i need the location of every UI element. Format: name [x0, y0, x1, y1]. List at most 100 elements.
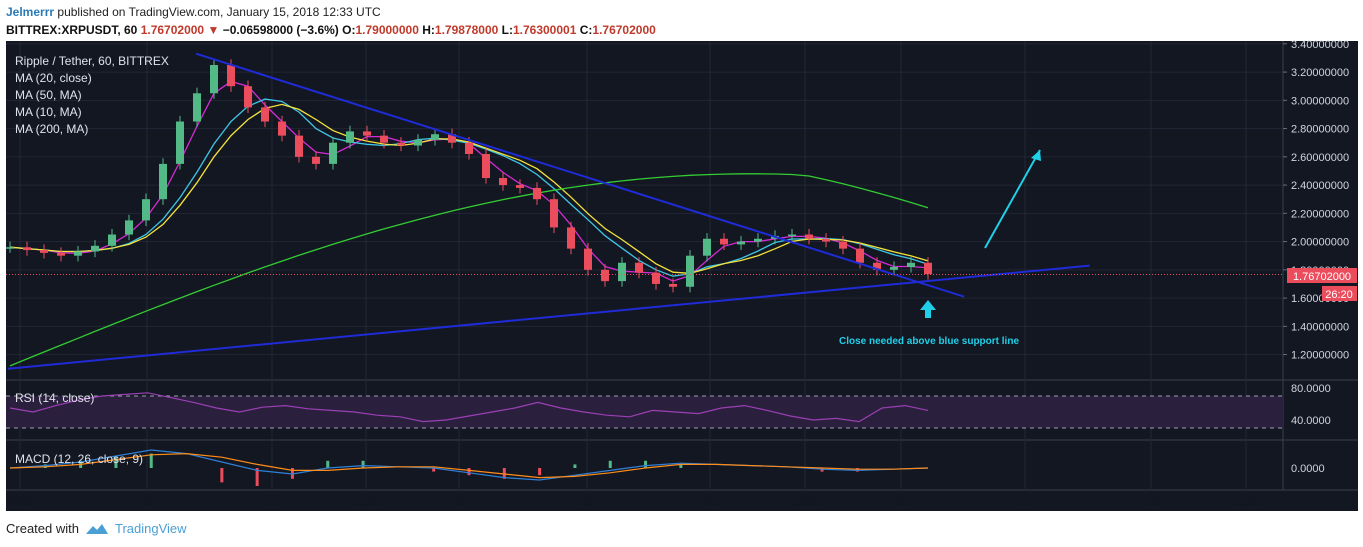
candle-body	[244, 86, 252, 108]
candle-body	[227, 65, 235, 87]
candle-body	[856, 248, 864, 263]
candle-body	[482, 154, 490, 179]
time-tick-label: 3	[144, 496, 150, 508]
candle-body	[720, 238, 728, 245]
tradingview-logo-icon	[85, 523, 108, 534]
candle-body	[261, 107, 269, 122]
time-tick-label: 12:00	[1232, 496, 1260, 508]
arrow-up-icon	[920, 300, 936, 318]
rsi-tick-label: 80.0000	[1291, 383, 1331, 395]
candle-body	[159, 163, 167, 200]
legend-ma50: MA (50, MA)	[15, 88, 82, 102]
price-tick-label: 2.40000000	[1291, 180, 1349, 192]
legend-ma20: MA (20, close)	[15, 71, 92, 85]
last-price: 1.76702000	[140, 23, 205, 37]
price-tick-label: 3.20000000	[1291, 67, 1349, 79]
macd-title: MACD (12, 26, close, 9)	[15, 452, 143, 466]
candle-body	[533, 187, 541, 200]
tradingview-link[interactable]: TradingView	[114, 521, 187, 536]
author-name[interactable]: Jelmerrr	[6, 5, 55, 19]
candle-body	[754, 238, 762, 242]
candle-body	[618, 262, 626, 282]
candle-body	[329, 142, 337, 164]
candle-body	[448, 134, 456, 143]
last-price-label: 1.76702000	[1293, 271, 1351, 283]
macd-tick-label: 0.0000	[1291, 463, 1325, 475]
candle-body	[431, 134, 439, 140]
high-label: H:	[422, 23, 435, 37]
support-trendline	[7, 264, 1090, 370]
annotation-text: Close needed above blue support line	[839, 336, 1019, 347]
publish-line: Jelmerrr published on TradingView.com, J…	[6, 5, 381, 19]
time-tick-label: 8	[456, 496, 462, 508]
resistance-trendline	[195, 52, 965, 298]
candle-body	[346, 131, 354, 143]
candle-body	[278, 121, 286, 136]
candle-body	[142, 199, 150, 221]
candle-body	[108, 234, 116, 246]
low-value: 1.76300001	[512, 23, 577, 37]
candle-body	[703, 238, 711, 256]
price-tick-label: 2.60000000	[1291, 152, 1349, 164]
candle-body	[924, 262, 932, 275]
time-tick-label: 19	[1145, 496, 1157, 508]
down-arrow-icon: ▼	[207, 23, 220, 37]
candle-body	[363, 131, 371, 136]
price-tick-label: 2.20000000	[1291, 208, 1349, 220]
candle-body	[516, 185, 524, 188]
candle-body	[176, 121, 184, 164]
candle-body	[40, 250, 48, 253]
time-tick-label: 15	[895, 496, 907, 508]
candle-body	[210, 65, 218, 94]
candle-body	[312, 156, 320, 164]
signal-line	[9, 452, 929, 479]
candle-body	[550, 199, 558, 228]
candle-body	[686, 255, 694, 287]
symbol-label: BITTREX:XRPUSDT, 60	[6, 23, 138, 37]
time-axis[interactable]: 2018 3 5 12:00 8 10 12 12:00 15 17 19 12:00	[8, 496, 1260, 508]
candle-body	[584, 248, 592, 270]
legend-ma10: MA (10, MA)	[15, 105, 82, 119]
candle-body	[652, 272, 660, 284]
up-arrow-icon	[1031, 150, 1041, 161]
candle-body	[805, 234, 813, 239]
time-tick-label: 10	[581, 496, 593, 508]
candle-body	[788, 234, 796, 237]
candle-body	[91, 245, 99, 252]
published-text: published on TradingView.com, January 15…	[57, 5, 381, 19]
rsi-title: RSI (14, close)	[15, 391, 94, 405]
created-with-label: Created with	[6, 521, 79, 536]
price-tick-label: 2.80000000	[1291, 124, 1349, 136]
high-value: 1.79878000	[434, 23, 499, 37]
time-tick-label: 5	[269, 496, 275, 508]
candle-body	[6, 247, 14, 249]
last-price-badge	[1287, 268, 1357, 283]
candle-body	[193, 93, 201, 122]
countdown-label: 26:20	[1325, 289, 1353, 301]
countdown-badge	[1322, 286, 1357, 301]
change-value: −0.06598000 (−3.6%)	[222, 23, 339, 37]
up-arrow-line	[984, 149, 1041, 249]
candle-body	[635, 262, 643, 273]
candle-body	[567, 227, 575, 249]
candle-body	[669, 283, 677, 287]
macd-pane: 0.0000	[9, 449, 1325, 486]
footer: Created with TradingView	[6, 521, 187, 536]
time-tick-label: 12:00	[791, 496, 819, 508]
ma200-line	[9, 173, 929, 367]
candle-body	[57, 252, 65, 256]
candle-body	[295, 135, 303, 157]
time-tick-label: 12:00	[352, 496, 380, 508]
candle-body	[414, 139, 422, 146]
chart-title: Ripple / Tether, 60, BITTREX	[15, 54, 169, 68]
low-label: L:	[501, 23, 513, 37]
candle-body	[74, 251, 82, 256]
candle-body	[465, 142, 473, 154]
candle-body	[873, 262, 881, 270]
close-value: 1.76702000	[592, 23, 656, 37]
candle-body	[907, 262, 915, 267]
candle-body	[822, 238, 830, 242]
price-tick-label: 1.20000000	[1291, 350, 1349, 362]
price-tick-label: 3.00000000	[1291, 95, 1349, 107]
